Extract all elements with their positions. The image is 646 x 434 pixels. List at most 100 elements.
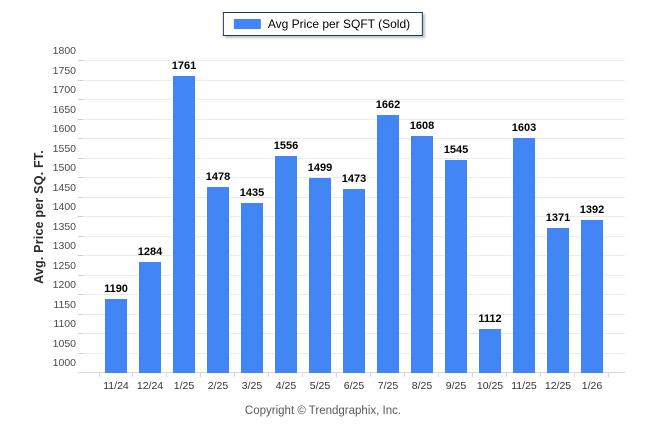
- x-axis-tick-label: 1/25: [173, 380, 195, 392]
- y-axis-tick-label: 1500: [52, 162, 76, 174]
- bar: [309, 178, 331, 373]
- x-axis-tick-label: 12/24: [136, 380, 164, 392]
- gridline: [78, 138, 625, 139]
- bar-slot: 1284 12/24: [133, 61, 167, 392]
- y-axis-tick-label: 1100: [53, 318, 76, 330]
- bar: [479, 329, 501, 373]
- y-axis-tick-label: 1600: [52, 123, 76, 135]
- bar-slot: 1499 5/25: [303, 61, 337, 392]
- x-axis-tick-label: 3/25: [241, 380, 263, 392]
- x-axis-tick-label: 1/26: [581, 380, 603, 392]
- x-axis-tick-label: 2/25: [207, 380, 229, 392]
- bar-slot: 1662 7/25: [371, 61, 405, 392]
- x-axis-tick: [404, 373, 405, 377]
- x-axis-tick: [540, 373, 541, 377]
- bar: [139, 262, 161, 373]
- bar: [275, 156, 297, 373]
- bar-value-label: 1112: [478, 313, 502, 326]
- y-axis-tick-label: 1000: [52, 357, 76, 369]
- x-axis-tick-label: 6/25: [343, 380, 365, 392]
- y-axis-tick-label: 1050: [52, 337, 76, 350]
- legend-swatch-icon: [233, 19, 261, 29]
- bars-area: 1190 11/24 1284 12/24 1761 1/25 1478 2/25 1435 3/…: [99, 60, 609, 392]
- x-axis-tick-label: 7/25: [377, 380, 399, 392]
- x-axis-tick: [166, 373, 167, 377]
- y-axis-tick-label: 1400: [52, 201, 76, 213]
- y-axis-tick-label: 1750: [52, 64, 76, 77]
- bar-slot: 1556 4/25: [269, 61, 303, 392]
- bar: [411, 135, 433, 373]
- x-axis-tick-label: 11/25: [511, 380, 537, 392]
- x-axis-tick-label: 10/25: [476, 380, 504, 392]
- legend-label: Avg Price per SQFT (Sold): [267, 17, 411, 31]
- bar-value-label: 1371: [545, 212, 571, 225]
- gridline: [78, 60, 625, 61]
- bar: [173, 76, 195, 373]
- bar-slot: 1473 6/25: [337, 61, 371, 392]
- bar-value-label: 1392: [579, 204, 605, 217]
- x-axis-tick: [99, 373, 100, 377]
- x-axis-tick: [234, 373, 235, 377]
- bar: [241, 203, 263, 373]
- gridline: [78, 177, 625, 178]
- y-axis-tick-label: 1700: [52, 84, 76, 96]
- x-axis-tick-label: 4/25: [275, 380, 297, 392]
- x-axis-tick: [438, 373, 439, 377]
- y-axis-tick-label: 1300: [52, 240, 76, 252]
- bar-value-label: 1545: [443, 144, 469, 157]
- x-axis-tick-label: 8/25: [411, 380, 433, 392]
- bar-slot: 1545 9/25: [439, 61, 473, 392]
- gridline: [78, 118, 625, 120]
- x-axis-tick: [370, 373, 371, 377]
- y-axis-tick-label: 1650: [52, 103, 76, 116]
- bar-value-label: 1662: [375, 98, 401, 111]
- x-axis-tick: [302, 373, 303, 377]
- bar-slot: 1478 2/25: [201, 61, 235, 392]
- bar-slot: 1608 8/25: [405, 61, 439, 392]
- bar-value-label: 1608: [409, 119, 435, 132]
- bar-value-label: 1478: [205, 170, 231, 183]
- bar-value-label: 1556: [273, 140, 299, 153]
- legend: Avg Price per SQFT (Sold): [222, 12, 424, 36]
- bar-value-label: 1190: [104, 282, 128, 295]
- bar-value-label: 1284: [137, 246, 163, 259]
- bar-value-label: 1761: [171, 60, 197, 73]
- bar-slot: 1761 1/25: [167, 60, 201, 392]
- y-axis-tick-label: 1800: [52, 45, 76, 57]
- x-axis-tick: [200, 373, 201, 377]
- x-axis-tick: [574, 373, 575, 377]
- bar-value-label: 1435: [239, 187, 265, 200]
- bar-slot: 1435 3/25: [235, 61, 269, 392]
- bar: [581, 220, 603, 373]
- bar: [445, 160, 467, 373]
- y-axis-tick-label: 1450: [52, 181, 76, 194]
- x-axis-tick: [268, 373, 269, 377]
- x-axis-tick: [472, 373, 473, 377]
- bar: [207, 186, 229, 373]
- bar-value-label: 1499: [307, 162, 333, 175]
- bar: [377, 114, 399, 373]
- gridline: [78, 79, 625, 81]
- bar-slot: 1392 1/26: [575, 61, 609, 392]
- y-axis-tick-label: 1550: [52, 142, 76, 155]
- plot-area: 1190 11/24 1284 12/24 1761 1/25 1478 2/25 1435 3/…: [78, 60, 625, 392]
- bar-slot: 1112 10/25: [473, 61, 507, 392]
- bar-slot: 1371 12/25: [541, 61, 575, 392]
- bar-value-label: 1473: [341, 172, 367, 185]
- x-axis-tick-label: 5/25: [309, 380, 331, 392]
- copyright-text: Copyright © Trendgraphix, Inc.: [244, 405, 402, 417]
- x-axis-tick-label: 12/25: [544, 380, 572, 392]
- y-axis-tick-label: 1150: [53, 298, 76, 311]
- y-axis-tick-label: 1200: [52, 279, 76, 291]
- gridline: [78, 157, 625, 159]
- bar: [343, 188, 365, 373]
- y-axis-tick-label: 1250: [52, 259, 76, 272]
- bar-value-label: 1603: [511, 121, 537, 134]
- bar: [513, 137, 535, 373]
- x-axis-tick: [608, 373, 609, 377]
- x-axis-tick-label: 11/24: [103, 380, 129, 392]
- x-axis-tick: [336, 373, 337, 377]
- bar-slot: 1190 11/24: [99, 61, 133, 392]
- bar: [547, 228, 569, 373]
